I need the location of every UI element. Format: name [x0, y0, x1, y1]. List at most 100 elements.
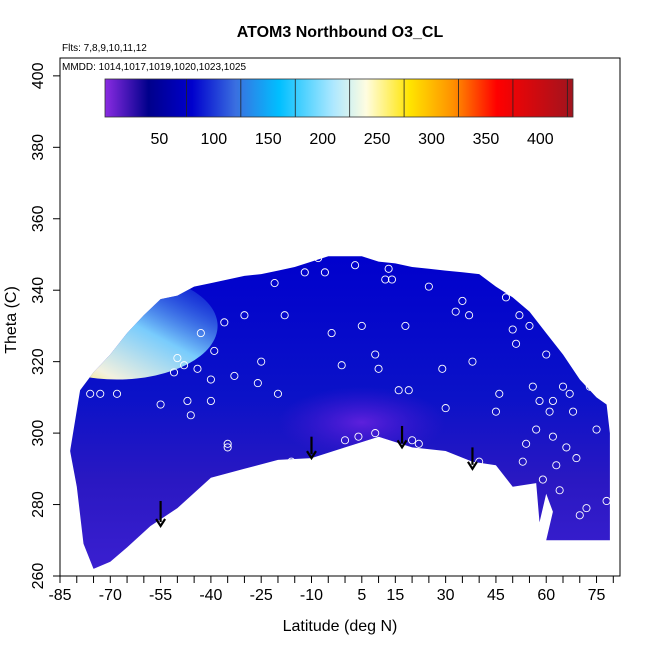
observation-point [193, 364, 202, 373]
observation-point [592, 425, 601, 434]
observation-point [253, 379, 262, 388]
observation-point [538, 475, 547, 484]
observation-point [535, 396, 544, 406]
field-tropical-minimum [277, 386, 446, 459]
observation-point [240, 311, 249, 320]
observation-point [542, 350, 551, 359]
x-tick-label: 30 [437, 587, 455, 604]
observation-point [196, 329, 205, 338]
arrow-head [467, 461, 478, 471]
x-tick-label: -55 [149, 587, 172, 604]
colorbar-bar [105, 79, 573, 117]
observation-point [180, 361, 189, 370]
observation-point [468, 357, 477, 366]
colorbar-label: 100 [200, 131, 227, 148]
observation-point [270, 279, 279, 288]
observation-point [169, 368, 179, 377]
observation-point [327, 329, 336, 338]
observation-point [552, 461, 561, 470]
observation-point [491, 407, 500, 416]
observation-point [320, 268, 329, 277]
y-tick-label: 340 [30, 277, 47, 304]
colorbar-label: 150 [255, 131, 282, 148]
observation-point [451, 307, 460, 316]
arrow-head [306, 450, 317, 461]
ozone-field [70, 256, 610, 569]
observation-point [404, 386, 413, 395]
observation-point [565, 389, 574, 398]
observation-point [475, 457, 484, 466]
observation-point [223, 443, 232, 452]
colorbar-labels: 50 100 150 200 250 300 350 400 [151, 131, 554, 148]
observation-point [585, 382, 594, 391]
colorbar: 50 100 150 200 250 300 350 400 [104, 78, 574, 148]
x-tick-label: -70 [99, 587, 122, 604]
observation-point [465, 311, 474, 320]
arrow-markers [155, 425, 478, 529]
observation-point [314, 254, 323, 263]
x-tick-label: 75 [588, 587, 606, 604]
flights-annotation: Flts: 7,8,9,10,11,12 [62, 43, 147, 54]
y-tick-label: 380 [30, 134, 47, 161]
observation-point [357, 321, 366, 330]
observation-point [545, 407, 554, 416]
y-tick-label: 300 [30, 420, 47, 447]
y-tick-label: 400 [30, 62, 47, 89]
x-tick-label: -25 [250, 587, 273, 604]
observation-point [562, 443, 571, 452]
observation-point [210, 346, 219, 355]
observation-point [96, 389, 105, 398]
y-tick-label: 280 [30, 491, 47, 518]
y-axis: 260 280 300 320 340 360 380 400 [30, 58, 61, 589]
x-tick-label: 60 [537, 587, 555, 604]
x-tick-label: -85 [48, 587, 71, 604]
observation-point [441, 404, 450, 413]
observation-point [351, 261, 360, 270]
observation-point [548, 432, 557, 441]
colorbar-label: 400 [527, 131, 554, 148]
arrow-head [396, 439, 408, 450]
observation-point [582, 504, 591, 513]
observation-point [173, 354, 182, 363]
x-tick-label: 15 [386, 587, 404, 604]
observation-point [558, 382, 568, 391]
observation-point [257, 357, 266, 366]
observation-point [374, 364, 383, 373]
observation-point [354, 432, 363, 441]
observation-point [340, 436, 350, 445]
observation-point [300, 268, 309, 277]
chart-title: ATOM3 Northbound O3_CL [237, 24, 444, 41]
observation-point [206, 375, 215, 384]
observation-point [424, 282, 433, 291]
y-tick-label: 360 [30, 205, 47, 232]
observation-point [112, 389, 122, 398]
observation-point [223, 439, 232, 448]
observation-point [575, 511, 584, 520]
observation-point [371, 429, 380, 438]
observation-points [86, 254, 611, 520]
colorbar-label: 200 [309, 131, 336, 148]
observation-point [572, 454, 581, 463]
observation-point [528, 382, 537, 391]
observation-point [602, 496, 611, 506]
colorbar-label: 350 [473, 131, 500, 148]
observation-point [371, 350, 380, 359]
observation-point [230, 371, 239, 380]
x-tick-label: -10 [300, 587, 323, 604]
observation-point [555, 486, 564, 495]
observation-point [525, 321, 534, 330]
observation-point [183, 396, 192, 406]
observation-point [381, 275, 390, 284]
colorbar-label: 50 [151, 131, 169, 148]
observation-point [569, 407, 578, 416]
observation-point [287, 457, 296, 466]
observation-point [511, 339, 521, 348]
y-axis-label: Theta (C) [3, 286, 20, 354]
observation-point [401, 321, 410, 330]
observation-point [394, 386, 403, 395]
observation-point [384, 264, 393, 273]
observation-point [206, 396, 215, 406]
x-axis-label: Latitude (deg N) [283, 618, 398, 635]
colorbar-label: 250 [364, 131, 391, 148]
x-axis: -85 -70 -55 -40 -25 -10 5 15 30 45 60 75 [48, 575, 620, 604]
